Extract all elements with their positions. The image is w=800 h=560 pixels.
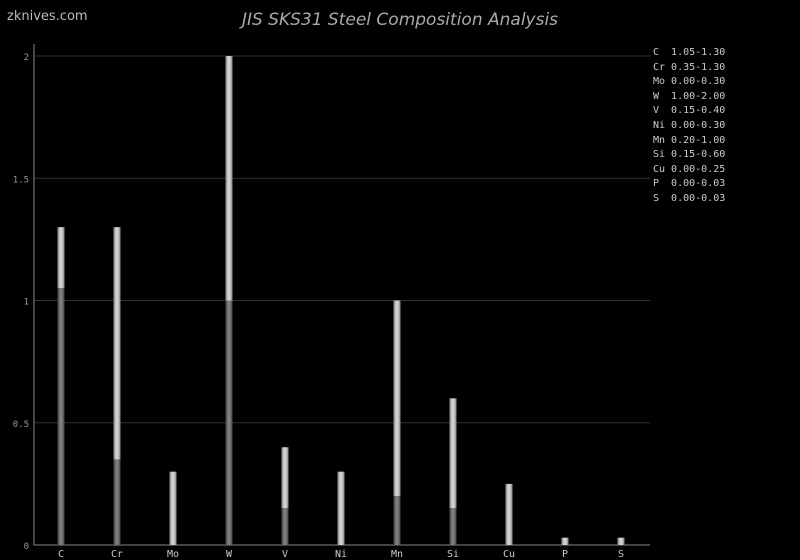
- legend-entry: W 1.00-2.00: [653, 90, 726, 102]
- x-tick-label: S: [618, 549, 624, 560]
- bar-min-Mn: [393, 496, 401, 545]
- bar-min-Cr: [113, 459, 121, 545]
- legend-entry: Si 0.15-0.60: [653, 149, 726, 161]
- bar-range-S: [617, 537, 625, 545]
- legend-entry: Ni 0.00-0.30: [653, 119, 726, 131]
- legend-entry: S 0.00-0.03: [653, 192, 726, 204]
- legend-entry: V 0.15-0.40: [653, 105, 726, 117]
- bar-range-Cu: [505, 483, 513, 545]
- bar-min-V: [281, 508, 289, 545]
- chart-title: JIS SKS31 Steel Composition Analysis: [241, 10, 559, 30]
- brand-logo: zknives.com: [7, 9, 88, 24]
- bar-min-W: [225, 300, 233, 545]
- legend-entry: C 1.05-1.30: [653, 47, 726, 58]
- legend-entry: Cu 0.00-0.25: [653, 163, 726, 175]
- y-tick-label: 1.5: [13, 175, 29, 185]
- x-tick-label: V: [282, 549, 288, 560]
- legend-entry: P 0.00-0.03: [653, 178, 726, 190]
- legend: C 1.05-1.30 Cr 0.35-1.30 Mo 0.00-0.30 W 1.0…: [653, 46, 725, 207]
- bar-range-Mn: [393, 300, 401, 497]
- y-tick-label: 2: [24, 53, 29, 63]
- bar-range-Ni: [337, 471, 345, 545]
- bar-range-Mo: [169, 471, 177, 545]
- bar-min-Si: [449, 508, 457, 545]
- x-tick-label: Cu: [503, 549, 515, 560]
- bar-range-W: [225, 56, 233, 301]
- bar-range-V: [281, 447, 289, 509]
- x-tick-label: Mo: [167, 549, 179, 560]
- x-tick-label: Si: [447, 549, 459, 560]
- x-tick-label: Mn: [391, 549, 403, 560]
- y-tick-label: 1: [24, 298, 29, 308]
- legend-entry: Mo 0.00-0.30: [653, 76, 726, 88]
- y-tick-label: 0.5: [13, 420, 29, 430]
- bar-min-C: [57, 288, 65, 545]
- bar-range-Si: [449, 398, 457, 509]
- bar-range-Cr: [113, 227, 121, 460]
- x-tick-label: P: [562, 549, 568, 560]
- x-tick-label: Cr: [111, 549, 123, 560]
- bar-range-C: [57, 227, 65, 289]
- bar-range-P: [561, 537, 569, 545]
- x-tick-label: Ni: [335, 549, 347, 560]
- y-tick-label: 0: [24, 542, 29, 552]
- x-tick-label: W: [226, 549, 233, 560]
- legend-entry: Cr 0.35-1.30: [653, 61, 726, 73]
- x-tick-label: C: [58, 549, 64, 560]
- legend-entry: Mn 0.20-1.00: [653, 134, 726, 146]
